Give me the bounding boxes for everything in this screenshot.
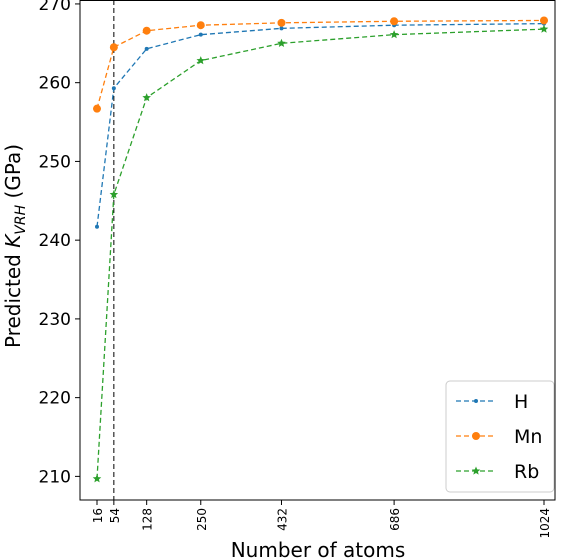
y-tick-label: 250: [39, 152, 71, 172]
y-tick-label: 240: [39, 231, 71, 251]
legend-marker: [471, 466, 481, 475]
data-point: [109, 189, 119, 199]
data-point: [198, 32, 203, 37]
x-axis-title: Number of atoms: [231, 538, 406, 560]
y-tick-label: 260: [39, 74, 71, 94]
data-point: [540, 16, 548, 25]
y-axis-title-prefix: Predicted: [1, 248, 25, 348]
legend-items: H Mn Rb: [456, 391, 542, 483]
y-axis-title-suffix: (GPa): [1, 144, 25, 205]
ticks-layer: 210 220 230 240 250 260 270 16 54 128 250 432 686 102…: [39, 0, 552, 539]
x-tick-label: 54: [108, 508, 122, 523]
series-line: [96, 19, 545, 109]
data-point: [389, 30, 399, 39]
y-axis-title-symbol: K: [1, 233, 25, 248]
data-point: [196, 56, 206, 65]
x-tick-label: 250: [195, 508, 209, 531]
data-point: [277, 38, 286, 47]
legend-marker: [474, 399, 478, 403]
data-point: [109, 43, 118, 52]
data-point: [144, 46, 149, 51]
x-tick-label: 1024: [538, 508, 552, 539]
y-tick-label: 210: [39, 467, 71, 487]
series-h: [95, 21, 546, 229]
x-tick-label: 128: [141, 508, 155, 531]
x-tick-label: 16: [91, 508, 105, 523]
plot-frame: [79, 0, 556, 501]
y-axis-title-subscript: VRH: [13, 204, 29, 234]
series-line: [96, 22, 545, 227]
legend-item-rb: Rb: [456, 461, 539, 483]
legend-box: [445, 380, 555, 493]
data-point: [279, 26, 284, 31]
series-layer: [92, 16, 549, 483]
legend-label: Rb: [514, 461, 539, 483]
legend: H Mn Rb: [445, 380, 555, 493]
y-tick-label: 270: [39, 0, 71, 15]
data-point: [111, 86, 116, 91]
x-tick-label: 686: [388, 508, 402, 531]
data-point: [95, 224, 99, 229]
legend-label: H: [514, 391, 528, 413]
legend-item-mn: Mn: [456, 426, 542, 448]
y-tick-label: 220: [39, 389, 71, 409]
y-axis-title: Predicted KVRH (GPa): [1, 144, 29, 348]
data-point: [92, 474, 102, 483]
legend-marker: [472, 432, 480, 440]
data-point: [93, 104, 101, 113]
x-tick-label: 432: [275, 508, 289, 531]
y-tick-label: 230: [39, 310, 71, 330]
data-point: [277, 18, 286, 27]
data-point: [196, 21, 205, 30]
axes-layer: [79, 0, 556, 501]
data-point: [142, 93, 151, 102]
series-mn: [93, 16, 548, 113]
series-rb: [92, 24, 549, 483]
data-point: [390, 17, 399, 26]
data-point: [142, 26, 151, 35]
data-point: [539, 24, 549, 33]
legend-label: Mn: [514, 426, 542, 448]
legend-item-h: H: [456, 391, 528, 413]
